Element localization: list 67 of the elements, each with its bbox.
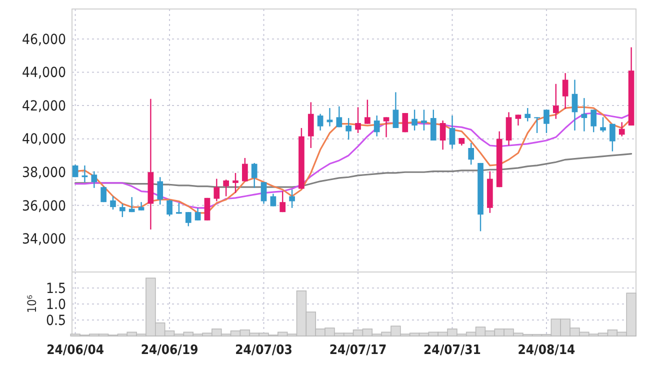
x-tick-label: 24/07/03: [235, 343, 292, 358]
x-tick-label: 24/07/31: [424, 343, 481, 358]
candlestick: [289, 189, 295, 209]
x-tick-label: 24/06/19: [140, 343, 198, 358]
candlestick: [260, 182, 267, 204]
candlestick: [600, 116, 606, 133]
candlestick: [72, 164, 78, 178]
y-tick-label: 46,000: [22, 32, 66, 48]
candlestick: [534, 116, 540, 134]
candlestick: [308, 102, 314, 149]
candlestick: [336, 106, 342, 128]
candlestick: [317, 113, 324, 132]
candlestick: [430, 109, 436, 142]
candlestick: [440, 120, 446, 150]
candlestick: [618, 122, 625, 137]
candlestick: [157, 176, 164, 206]
candlestick: [346, 117, 352, 140]
candlestick: [524, 107, 531, 122]
candlestick: [166, 198, 172, 217]
candlestick: [270, 193, 276, 207]
y-tick-label: 1.5: [46, 280, 66, 297]
candlestick: [468, 142, 474, 166]
candlestick: [364, 99, 370, 124]
candlestick: [581, 97, 588, 132]
candlestick: [392, 92, 399, 129]
candlestick: [100, 186, 106, 203]
candlestick: [223, 179, 229, 197]
y-axis-title: 10⁶: [25, 294, 39, 314]
candlestick: [421, 109, 427, 132]
y-tick-label: 34,000: [22, 232, 66, 248]
candlestick: [242, 157, 248, 182]
candlestick: [506, 112, 512, 146]
candlestick: [590, 109, 597, 133]
candlestick: [91, 170, 98, 189]
candlestick: [280, 190, 286, 213]
candlestick: [119, 203, 126, 218]
candlestick: [402, 112, 408, 133]
candlestick: [552, 83, 559, 120]
y-tick-label: 44,000: [22, 65, 66, 82]
y-tick-label: 0.5: [46, 312, 66, 329]
candlestick: [326, 107, 333, 127]
y-tick-label: 36,000: [22, 198, 66, 214]
candlestick: [544, 109, 550, 134]
candlestick: [232, 172, 238, 194]
candlestick: [185, 211, 192, 227]
candlestick: [610, 123, 616, 152]
y-tick-label: 38,000: [22, 165, 66, 182]
y-tick-label: 40,000: [22, 132, 66, 148]
candlestick: [194, 207, 201, 221]
candlestick: [383, 116, 390, 138]
candlestick: [251, 162, 258, 189]
candlestick: [128, 196, 135, 213]
x-tick-label: 24/06/04: [46, 343, 104, 358]
candlestick: [572, 79, 578, 132]
y-tick-label: 1.0: [46, 296, 66, 313]
candlestick: [355, 106, 361, 134]
candlestick: [412, 109, 418, 132]
y-tick-label: 42,000: [22, 98, 66, 114]
candlestick: [562, 72, 568, 110]
candlestick: [110, 196, 116, 210]
candlestick: [204, 197, 210, 221]
x-tick-label: 24/08/14: [518, 343, 576, 358]
candlestick: [374, 114, 380, 137]
candlestick: [214, 178, 220, 202]
candlestick: [515, 114, 522, 126]
candlestick: [449, 114, 456, 150]
x-tick-label: 24/07/17: [329, 343, 387, 358]
